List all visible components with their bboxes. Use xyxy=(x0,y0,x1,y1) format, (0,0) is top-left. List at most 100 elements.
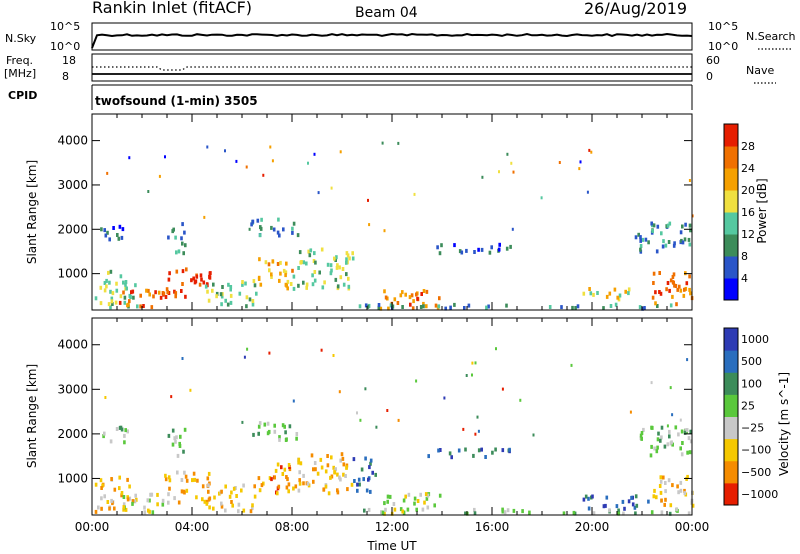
colorbar-swatch xyxy=(724,146,738,169)
range-gate-cell xyxy=(113,487,117,492)
range-gate-cell xyxy=(622,511,625,516)
range-gate-cell xyxy=(200,277,203,282)
echo-region xyxy=(652,474,695,512)
echo-region xyxy=(292,247,355,291)
range-gate-cell xyxy=(124,280,128,284)
range-gate-cell xyxy=(302,481,305,486)
range-gate-cell xyxy=(258,233,262,238)
colorbar-tick-label: 20 xyxy=(741,184,755,197)
range-gate-cell xyxy=(148,498,151,503)
range-gate-cell xyxy=(453,302,456,307)
range-gate-cell xyxy=(329,475,332,480)
range-gate-cell xyxy=(229,285,233,289)
range-gate-cell xyxy=(292,274,296,279)
range-gate-cell xyxy=(381,141,384,145)
range-gate-cell xyxy=(243,355,246,359)
range-gate-cell xyxy=(635,503,639,508)
x-axis-title: Time UT xyxy=(366,539,417,553)
power-x-ticks xyxy=(91,114,693,310)
colorbar-tick-label: −25 xyxy=(741,422,764,435)
range-gate-cell xyxy=(674,425,678,430)
echo-region xyxy=(100,224,125,242)
range-gate-cell xyxy=(540,196,543,200)
range-gate-cell xyxy=(207,489,210,494)
range-gate-cell xyxy=(668,288,671,293)
range-gate-cell xyxy=(133,499,137,504)
range-gate-cell xyxy=(367,507,371,512)
range-gate-cell xyxy=(180,289,183,293)
range-gate-cell xyxy=(115,427,119,431)
noise-right-tick-bottom: 10^0 xyxy=(708,40,738,53)
range-gate-cell xyxy=(605,495,609,500)
range-gate-cell xyxy=(297,460,300,465)
range-gate-cell xyxy=(609,304,613,308)
range-gate-cell xyxy=(571,305,574,310)
range-gate-cell xyxy=(123,440,126,445)
freq-frame xyxy=(91,53,693,82)
range-gate-cell xyxy=(134,493,137,498)
range-gate-cell xyxy=(345,257,348,262)
range-gate-cell xyxy=(336,488,339,493)
range-gate-cell xyxy=(656,445,659,450)
range-gate-cell xyxy=(615,504,619,509)
range-gate-cell xyxy=(659,291,663,296)
range-gate-cell xyxy=(281,472,285,476)
range-gate-cell xyxy=(333,256,336,261)
range-gate-cell xyxy=(297,457,301,462)
colorbar-frame xyxy=(723,327,739,506)
range-gate-cell xyxy=(106,500,110,504)
range-gate-cell xyxy=(224,508,227,513)
range-gate-cell xyxy=(602,504,606,509)
range-gate-cell xyxy=(166,290,169,295)
range-gate-cell xyxy=(588,148,591,152)
range-gate-cell xyxy=(229,300,233,305)
range-gate-cell xyxy=(176,470,179,475)
range-gate-cell xyxy=(296,233,300,238)
range-gate-cell xyxy=(173,496,176,501)
range-gate-cell xyxy=(338,390,341,394)
range-gate-cell xyxy=(680,452,684,457)
range-gate-cell xyxy=(127,302,130,307)
range-gate-cell xyxy=(171,428,175,433)
range-gate-cell xyxy=(108,506,111,511)
range-gate-cell xyxy=(263,422,267,427)
range-gate-cell xyxy=(687,511,691,516)
range-gate-cell xyxy=(341,267,345,271)
range-gate-cell xyxy=(113,506,116,511)
range-gate-cell xyxy=(587,506,591,511)
range-gate-cell xyxy=(480,247,484,252)
range-gate-cell xyxy=(501,448,505,453)
range-gate-cell xyxy=(215,291,219,296)
range-gate-cell xyxy=(120,491,124,495)
range-gate-cell xyxy=(684,286,688,291)
velocity-colorbar-label: Velocity [m s^-1] xyxy=(777,372,791,476)
range-gate-cell xyxy=(658,271,661,275)
range-gate-cell xyxy=(667,240,671,244)
range-gate-cell xyxy=(406,507,410,512)
range-gate-cell xyxy=(624,289,627,294)
range-gate-cell xyxy=(174,294,177,299)
range-gate-cell xyxy=(220,302,223,307)
range-gate-cell xyxy=(472,453,475,458)
range-gate-cell xyxy=(330,455,333,460)
range-gate-cell xyxy=(673,241,676,246)
freq-right-tick-bottom: 0 xyxy=(706,70,713,83)
range-gate-cell xyxy=(463,306,466,310)
range-gate-cell xyxy=(291,268,294,273)
range-gate-cell xyxy=(419,305,423,309)
range-gate-cell xyxy=(672,272,676,277)
range-gate-cell xyxy=(164,477,168,482)
range-gate-cell xyxy=(427,454,430,459)
range-gate-cell xyxy=(297,283,300,288)
range-gate-cell xyxy=(404,292,407,297)
range-gate-cell xyxy=(242,483,245,488)
range-gate-cell xyxy=(438,251,442,256)
range-gate-cell xyxy=(647,499,650,504)
range-gate-cell xyxy=(281,423,285,428)
range-gate-cell xyxy=(639,244,643,248)
range-gate-cell xyxy=(658,484,662,488)
range-gate-cell xyxy=(124,507,128,512)
range-gate-cell xyxy=(174,235,177,240)
range-gate-cell xyxy=(383,501,386,506)
range-gate-cell xyxy=(399,507,403,512)
